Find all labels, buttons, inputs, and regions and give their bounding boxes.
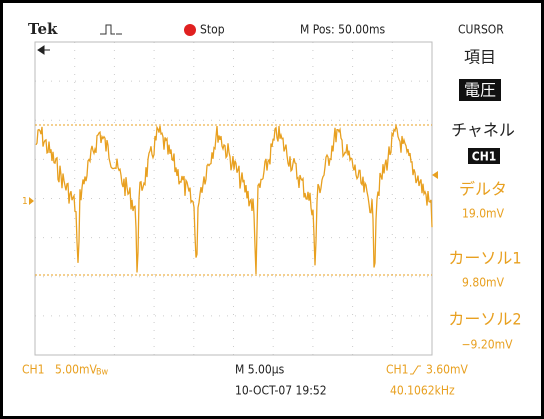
channel: CH1	[22, 363, 45, 377]
frequency: 40.1062kHz	[390, 384, 455, 398]
menu-label: 項目	[464, 48, 496, 67]
trigger-level: 3.60mV	[426, 363, 469, 377]
menu-label: カーソル2	[448, 310, 521, 329]
menu-title: CURSOR	[458, 23, 504, 37]
run-indicator	[184, 24, 196, 36]
menu-label: カーソル1	[448, 249, 521, 268]
menu-value: CH1	[472, 150, 496, 164]
brand: Tek	[28, 20, 58, 38]
menu-label: デルタ	[459, 180, 507, 199]
scope-screen: Tek Stop M Pos: 50.00ms CURSOR 項目 電圧 チャネ…	[0, 0, 544, 419]
timebase: M 5.00µs	[235, 363, 285, 377]
position: M Pos: 50.00ms	[300, 23, 386, 37]
datetime: 10-OCT-07 19:52	[235, 384, 327, 398]
menu-value: 9.80mV	[462, 276, 505, 290]
menu-value: −9.20mV	[462, 338, 514, 352]
menu-label: チャネル	[451, 121, 515, 140]
scale: 5.00mV	[55, 363, 98, 377]
menu-value: 19.0mV	[462, 207, 505, 221]
trigger-channel: CH1	[386, 363, 409, 377]
status: Stop	[200, 23, 225, 37]
channel-marker: 1	[22, 196, 28, 207]
bandwidth: Bw	[96, 368, 109, 378]
menu-value: 電圧	[464, 81, 496, 100]
